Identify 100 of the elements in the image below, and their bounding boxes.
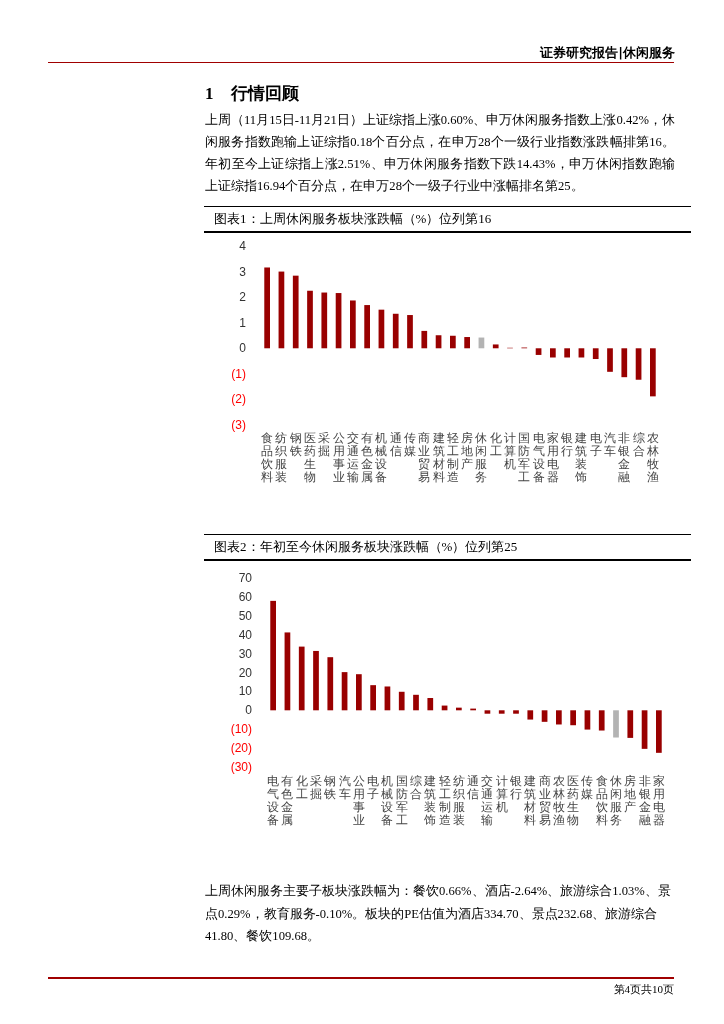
x-tick-label: 农林牧渔 <box>551 774 565 827</box>
bar <box>392 313 399 349</box>
bar <box>513 710 519 714</box>
x-tick-label: 建筑装饰 <box>574 431 588 484</box>
bar <box>421 330 428 349</box>
y-tick-label: 2 <box>239 290 247 305</box>
x-tick-label: 化工 <box>295 774 308 801</box>
chart-title: 图表1：上周休闲服务板块涨跌幅（%）位列第16 <box>204 206 691 233</box>
bar <box>292 275 299 349</box>
x-tick-label: 传媒 <box>581 774 594 801</box>
x-tick-label: 电子 <box>589 431 602 458</box>
x-tick-label: 房地产 <box>460 431 474 471</box>
x-tick-label: 公用事业 <box>352 774 365 827</box>
x-tick-label: 农林牧渔 <box>645 431 659 484</box>
bar <box>484 710 491 714</box>
bar <box>650 348 656 397</box>
x-tick-label: 公用事业 <box>332 431 345 484</box>
x-tick-label: 机械设备 <box>381 774 394 827</box>
y-tick-label: 4 <box>239 239 247 253</box>
x-tick-label: 采掘 <box>310 774 322 801</box>
x-tick-label: 交通运输 <box>346 431 359 484</box>
bar <box>364 305 370 349</box>
x-tick-label: 综合 <box>410 774 422 801</box>
y-tick-label: (20) <box>230 741 252 756</box>
bar <box>413 694 419 711</box>
x-tick-label: 机械设备 <box>375 431 388 484</box>
bar <box>350 300 356 349</box>
text: 上周（11月15日-11月21日）上证综指上涨0.60%、申万休闲服务指数上涨0.42%，休闲服务指数跑输上证综指0.18个百分点，在申万28个一级行业指数涨跌幅排第16。年初至今上证综指上涨2.51%、申万休闲服务指数下跌14.43%，申万休闲指数跑输上证综指16.94个百分点，在申万28个一级子行业中涨幅排名第25。 <box>205 112 675 195</box>
bar <box>613 710 619 738</box>
bar <box>321 292 328 349</box>
x-tick-label: 化工 <box>489 431 502 458</box>
x-tick-label: 有色金属 <box>361 431 374 484</box>
x-tick-label: 商业贸易 <box>418 431 431 484</box>
y-tick-label: 1 <box>239 315 247 330</box>
bar <box>427 698 434 711</box>
x-tick-label: 汽车 <box>338 774 351 801</box>
x-tick-label: 电子 <box>367 774 380 801</box>
bar <box>564 348 570 358</box>
bar <box>498 710 505 714</box>
bar <box>264 267 270 349</box>
bar <box>598 710 605 731</box>
x-tick-label: 钢铁 <box>288 431 302 458</box>
bar <box>527 710 534 720</box>
bar <box>298 646 305 711</box>
x-tick-label: 银行 <box>509 774 522 801</box>
x-tick-label: 采掘 <box>318 431 331 458</box>
x-tick-label: 食品饮料 <box>260 431 274 484</box>
x-tick-label: 休闲服务 <box>475 431 488 484</box>
x-tick-label: 通信 <box>389 431 402 458</box>
bar <box>592 348 599 360</box>
x-tick-label: 计算机 <box>495 774 508 814</box>
y-tick-label: (30) <box>230 760 252 774</box>
y-tick-label: (3) <box>231 418 246 432</box>
x-tick-label: 传媒 <box>404 431 416 458</box>
y-tick-label: 40 <box>238 627 253 642</box>
x-tick-label: 纺织服装 <box>275 431 288 484</box>
text: 证券研究报告|休闲服务 <box>538 44 675 62</box>
x-tick-label: 非银金融 <box>617 431 631 484</box>
x-tick-label: 非银金融 <box>637 774 651 827</box>
x-tick-label: 计算机 <box>504 431 516 471</box>
bar <box>270 600 276 711</box>
y-tick-label: 3 <box>239 264 247 279</box>
bar <box>356 674 362 711</box>
bar <box>327 657 334 711</box>
bar <box>550 348 556 358</box>
y-tick-label: 60 <box>238 589 253 604</box>
x-tick-label: 家用电器 <box>546 431 559 484</box>
y-tick-label: 10 <box>238 684 253 699</box>
x-tick-label: 建筑材料 <box>431 431 445 484</box>
x-tick-label: 房地产 <box>623 774 637 814</box>
x-tick-label: 轻工制造 <box>446 431 459 484</box>
x-tick-label: 国防军工 <box>395 774 408 827</box>
x-tick-label: 建筑材料 <box>523 774 537 827</box>
bar <box>607 348 613 372</box>
bar <box>627 710 634 738</box>
bar <box>621 348 628 378</box>
bar <box>464 337 470 349</box>
x-tick-label: 交通运输 <box>481 774 494 827</box>
x-tick-label: 休闲服务 <box>610 774 622 827</box>
bar <box>656 710 662 753</box>
x-tick-label: 电气设备 <box>267 774 280 827</box>
y-tick-label: 70 <box>238 571 253 585</box>
x-tick-label: 汽车 <box>604 431 616 458</box>
y-tick-label: 20 <box>238 665 253 680</box>
bar <box>313 650 319 711</box>
x-tick-label: 钢铁 <box>323 774 337 801</box>
bar <box>535 348 542 355</box>
bar <box>407 315 413 349</box>
x-tick-label: 食品饮料 <box>594 774 608 827</box>
text: 第4页共10页 <box>612 982 674 997</box>
chart-title: 图表2：年初至今休闲服务板块涨跌幅（%）位列第25 <box>204 534 691 561</box>
bar <box>370 685 376 711</box>
x-tick-label: 家用电器 <box>652 774 665 827</box>
bar <box>492 344 499 349</box>
text: 1 行情回顾 <box>205 83 300 105</box>
x-tick-label: 商业贸易 <box>538 774 551 827</box>
bar <box>450 335 456 349</box>
y-tick-label: (2) <box>231 392 246 407</box>
bar <box>556 710 562 725</box>
text: 上周休闲服务主要子板块涨跌幅为：餐饮0.66%、酒店-2.64%、旅游综合1.03%、景点0.29%，教育服务-0.10%。板块的PE估值为酒店334.70、景点232.68、旅游综合41.80、餐饮109.68。 <box>205 883 672 945</box>
